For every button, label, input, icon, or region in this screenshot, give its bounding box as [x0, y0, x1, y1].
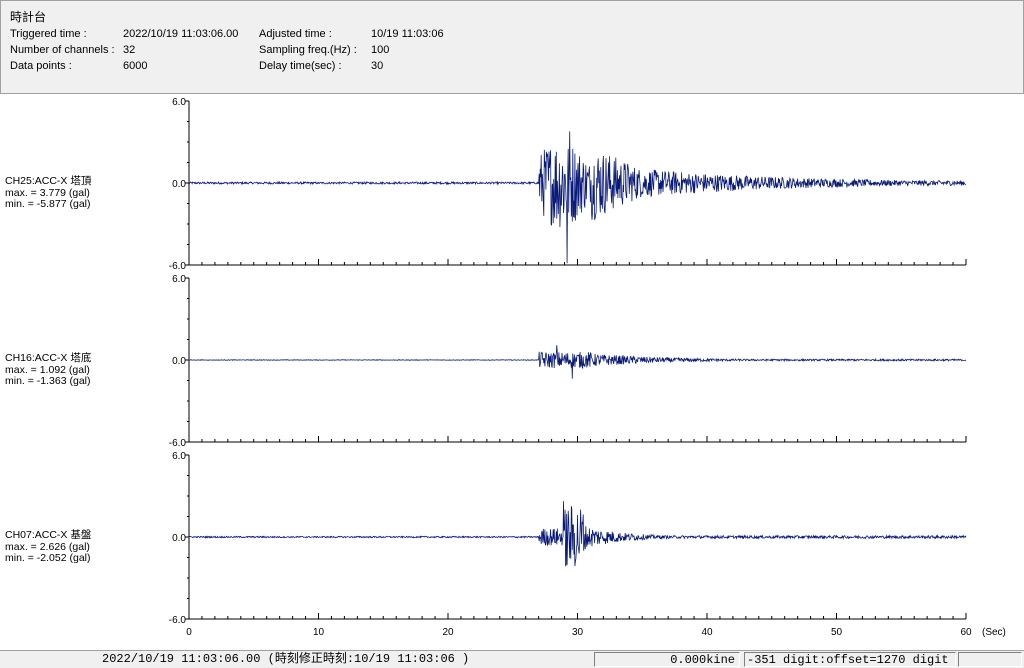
delay-label: Delay time(sec) :	[259, 60, 342, 72]
x-tick-label: 20	[442, 627, 454, 638]
adjusted-time-label: Adjusted time :	[259, 28, 332, 40]
channel-label-ch07: CH07:ACC-X 基盤 max. = 2.626 (gal) min. = …	[5, 529, 92, 565]
sampling-value: 100	[371, 44, 390, 56]
channel-max: max. = 3.779 (gal)	[5, 186, 90, 199]
sampling-label: Sampling freq.(Hz) :	[259, 44, 357, 56]
x-tick-label: 40	[701, 627, 713, 638]
y-tick-label: 0.0	[172, 356, 186, 367]
x-tick-label: 10	[313, 627, 325, 638]
y-tick-label: -6.0	[169, 438, 187, 449]
channel-label-ch16: CH16:ACC-X 塔底 max. = 1.092 (gal) min. = …	[5, 352, 92, 388]
waveform-trace	[188, 131, 967, 264]
y-tick-label: 6.0	[172, 97, 186, 108]
y-tick-label: 6.0	[172, 451, 186, 462]
channel-min: min. = -1.363 (gal)	[5, 375, 91, 387]
delay-value: 30	[371, 60, 384, 72]
adjusted-time-value: 10/19 11:03:06	[371, 28, 444, 40]
datapoints-label: Data points :	[10, 60, 72, 72]
channel-min: min. = -2.052 (gal)	[5, 552, 91, 564]
status-digit: -351 digit:offset=1270 digit	[744, 652, 956, 667]
y-tick-label: 0.0	[172, 179, 186, 190]
channel-max: max. = 1.092 (gal)	[5, 363, 90, 376]
channel-name: CH16:ACC-X 塔底	[5, 352, 92, 364]
waveform-plot-area[interactable]: 6.0 0.0 -6.0 6.0 0.0 -6.0 6.0 0.0 -6.0 0 10 20 30 40 5…	[0, 94, 1024, 650]
channel-name: CH07:ACC-X 基盤	[5, 529, 92, 541]
channel-name: CH25:ACC-X 塔頂	[5, 175, 92, 187]
y-tick-label: -6.0	[169, 261, 187, 272]
waveform-chart: 6.00.0-6.06.00.0-6.06.00.0-6.00 10 20 30 40 5…	[169, 97, 1006, 638]
status-kine: 0.000kine	[594, 652, 740, 667]
header-panel: 時計台 Triggered time : 2022/10/19 11:03:06…	[0, 0, 1024, 94]
channel-max: max. = 2.626 (gal)	[5, 540, 90, 553]
channels-value: 32	[123, 44, 136, 56]
station-title: 時計台	[10, 10, 47, 24]
y-tick-label: 0.0	[172, 533, 186, 544]
status-extra-pane	[958, 652, 1022, 667]
status-bar: 2022/10/19 11:03:06.00 (時刻修正時刻:10/19 11:…	[0, 650, 1024, 668]
channel-min: min. = -5.877 (gal)	[5, 198, 91, 210]
channel-label-ch25: CH25:ACC-X 塔頂 max. = 3.779 (gal) min. = …	[5, 175, 92, 211]
triggered-time-value: 2022/10/19 11:03:06.00	[123, 28, 239, 40]
waveform-trace	[188, 501, 967, 567]
x-tick-label: 0	[186, 627, 192, 638]
y-tick-label: -6.0	[169, 615, 187, 626]
x-tick-label: 60	[960, 627, 972, 638]
channels-label: Number of channels :	[10, 44, 115, 56]
y-tick-label: 6.0	[172, 274, 186, 285]
waveform-trace	[188, 345, 967, 379]
triggered-time-label: Triggered time :	[10, 28, 87, 40]
status-time: 2022/10/19 11:03:06.00 (時刻修正時刻:10/19 11:…	[102, 652, 470, 666]
datapoints-value: 6000	[123, 60, 148, 72]
x-tick-label: 50	[831, 627, 843, 638]
x-axis-label: (Sec)	[982, 627, 1006, 638]
x-tick-label: 30	[572, 627, 584, 638]
